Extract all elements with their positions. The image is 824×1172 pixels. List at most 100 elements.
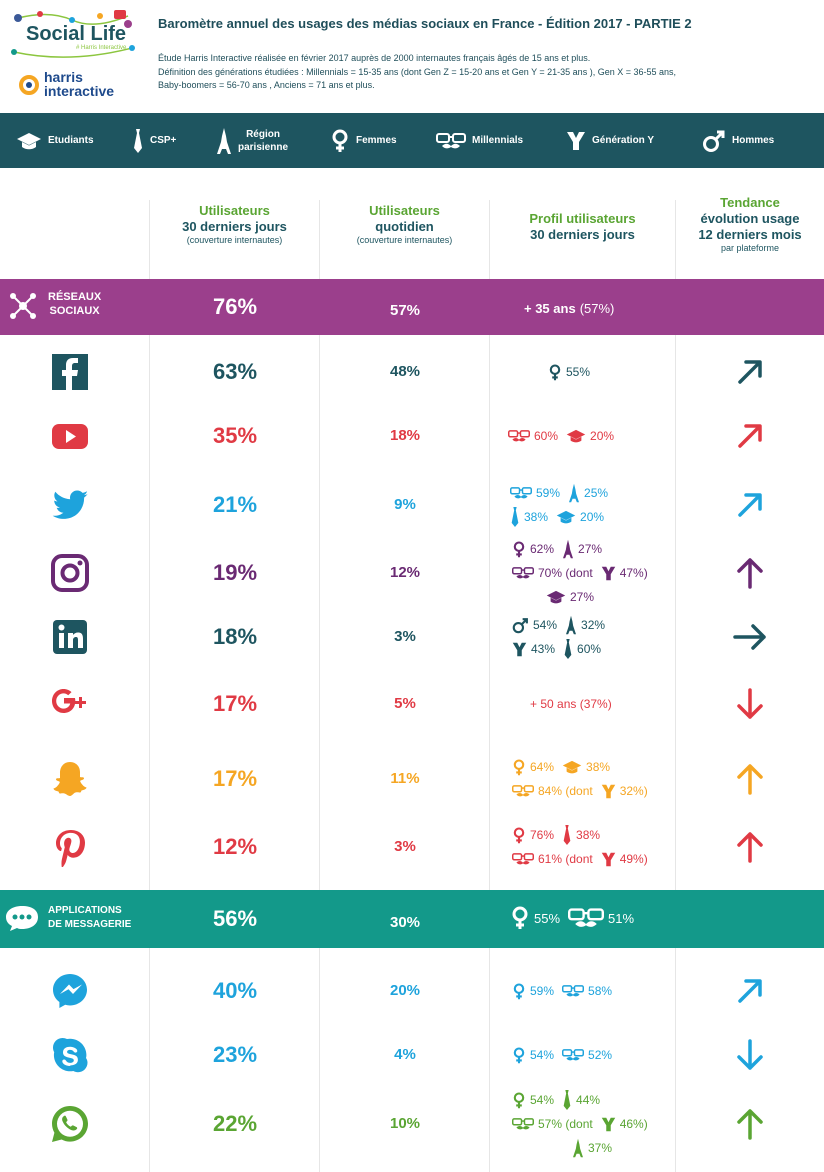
legend-hommes: Hommes [702, 113, 774, 168]
harris-text: harris [44, 69, 83, 85]
col2-subtitle: quotidien [375, 219, 434, 234]
users-30-value: 18% [212, 624, 258, 649]
profile-value: 55% [534, 910, 561, 926]
col4-note: par plateforme [720, 243, 780, 253]
section-profile: + 35 ans (57%) [524, 301, 614, 316]
legend-gen-y-label: Génération Y [592, 135, 655, 146]
female-icon [512, 827, 526, 844]
letter-y-icon [601, 784, 616, 799]
female-icon [512, 541, 526, 558]
facebook-icon [52, 354, 88, 390]
profile-line: 37% [572, 1136, 616, 1160]
daily-value: 4% [394, 1046, 416, 1063]
legend-etudiants-label: Etudiants [48, 135, 94, 146]
profile-value: 38% [524, 510, 549, 524]
letter-y-icon [601, 566, 616, 581]
legend-hommes-label: Hommes [732, 135, 775, 146]
profile-value: 44% [576, 1093, 601, 1107]
chat-bubble-icon [6, 906, 38, 931]
snapchat-icon [53, 762, 87, 796]
glasses-mustache-icon [512, 1117, 534, 1131]
eiffel-tower-icon [572, 1138, 584, 1158]
profile-value: 43% [531, 642, 556, 656]
trend-arrow-down-icon [737, 688, 763, 719]
legend-region-label: Région parisienne [238, 128, 288, 154]
col1-title: Utilisateurs [199, 203, 270, 218]
profile-value: 60% [534, 429, 559, 443]
daily-value: 48% [389, 363, 421, 380]
profile-value: 20% [590, 429, 615, 443]
profile-line: 27% [546, 585, 598, 609]
letter-y-icon [601, 852, 616, 867]
social-life-logo: Social Life # Harris Interactive [10, 8, 135, 60]
linkedin-icon [53, 620, 87, 654]
legend-femmes-label: Femmes [356, 135, 397, 146]
graduation-cap-icon [16, 132, 42, 150]
trend-arrow-up-icon [737, 832, 763, 863]
legend-femmes: Femmes [330, 113, 397, 168]
profile-value: 59% [536, 486, 561, 500]
legend-millennials-label: Millennials [472, 135, 524, 146]
profile-value: 49%) [619, 852, 648, 866]
section-label-1: RÉSEAUX [48, 291, 102, 303]
profile-value: 54% [530, 1093, 555, 1107]
graduation-cap-icon [562, 760, 582, 774]
female-icon [512, 1047, 526, 1064]
legend-bar: Etudiants CSP+ Région parisienne Femmes M… [0, 113, 824, 168]
col-header-daily: Utilisateurs quotidien (couverture inter… [320, 203, 489, 246]
female-icon [548, 364, 562, 381]
users-30-value: 12% [212, 834, 258, 859]
users-30-value: 22% [212, 1111, 258, 1136]
column-divider [319, 200, 320, 1172]
profile-value: 76% [530, 828, 555, 842]
legend-csp-label: CSP+ [150, 135, 177, 146]
profile-value: 58% [588, 984, 613, 998]
users-30-value: 17% [212, 691, 258, 716]
users-30-value: 19% [212, 560, 258, 585]
female-icon [512, 1092, 526, 1109]
subtitle-line-1: Étude Harris Interactive réalisée en fév… [158, 53, 591, 63]
col3-subtitle: 30 derniers jours [530, 227, 635, 242]
social-life-tag: # Harris Interactive [76, 45, 127, 51]
letter-y-icon [512, 642, 527, 657]
profile-line: 61% (dont 49%) [512, 847, 652, 871]
female-icon [510, 906, 530, 930]
daily-value: 3% [394, 838, 416, 855]
glasses-mustache-icon [562, 1048, 584, 1062]
daily-value: 12% [389, 564, 421, 581]
male-icon [702, 129, 726, 153]
section-daily: 30% [389, 914, 421, 931]
profile-value: 32%) [619, 784, 648, 798]
profile-value: 47%) [619, 566, 648, 580]
subtitle-line-3: Baby-boomers = 56-70 ans , Anciens = 71 … [158, 80, 375, 90]
profile-line: 59% 58% [512, 979, 616, 1003]
daily-value: 3% [394, 628, 416, 645]
harris-interactive-logo: harris interactive [18, 68, 138, 104]
trend-arrow-up-icon [737, 764, 763, 795]
profile-value: 55% [566, 365, 591, 379]
profile-line: + 50 ans (37%) [530, 692, 616, 716]
profile-line: 64% 38% [512, 755, 614, 779]
daily-value: 5% [394, 695, 416, 712]
col4-title: Tendance [720, 195, 780, 210]
col-header-users-30: Utilisateurs 30 derniers jours (couvertu… [150, 203, 319, 246]
female-icon [330, 129, 350, 153]
profile-value: 46%) [619, 1117, 648, 1131]
glasses-mustache-icon [508, 429, 530, 443]
header: Social Life # Harris Interactive harris … [0, 0, 824, 113]
daily-value: 11% [390, 770, 420, 787]
section-label: RÉSEAUX SOCIAUX [48, 290, 101, 318]
trend-arrow-up-right-icon [738, 424, 762, 448]
profile-value: 32% [581, 618, 606, 632]
profile-value: 38% [576, 828, 601, 842]
instagram-icon [51, 554, 89, 592]
users-30-value: 63% [212, 359, 258, 384]
tie-icon [562, 824, 572, 846]
users-30-value: 17% [212, 766, 258, 791]
glasses-mustache-icon [512, 784, 534, 798]
trend-arrow-down-icon [737, 1039, 763, 1070]
profile-line: 59% 25% [510, 481, 612, 505]
section-users-30: 56% [212, 906, 258, 931]
trend-arrow-up-right-icon [738, 360, 762, 384]
profile-line: 70% (dont 47%) [512, 561, 652, 585]
